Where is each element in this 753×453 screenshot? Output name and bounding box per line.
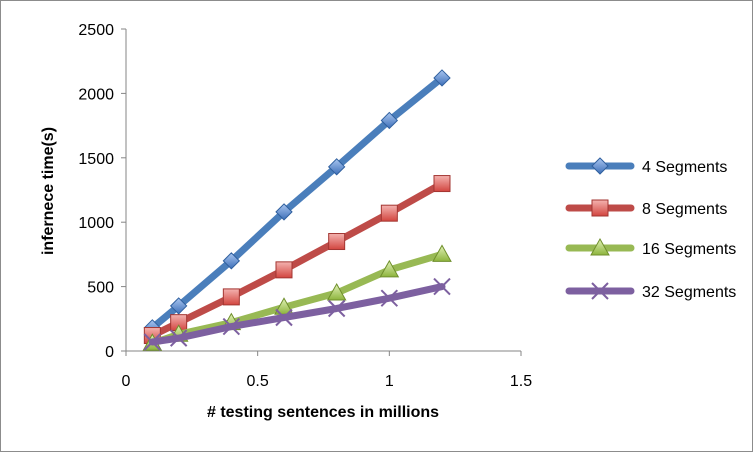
data-point [432,244,452,262]
legend-item: 4 Segments [565,157,727,176]
series-4-segments [143,69,451,337]
legend: 4 Segments 8 Segments 16 Segments 32 Segmen… [565,157,736,301]
legend-label: 16 Segments [642,241,736,258]
data-point [143,333,162,351]
y-tick-label: 1500 [78,151,114,168]
data-point [169,329,188,347]
y-axis-title: infernece time(s) [40,127,57,255]
x-marker-stroke [169,329,188,347]
y-tick-label: 500 [87,280,114,297]
y-tick-label: 2500 [78,22,114,39]
data-point [326,283,347,301]
data-point [275,203,293,221]
x-marker-stroke [327,299,346,318]
series-line [148,74,446,332]
legend-marker [591,199,609,217]
x-marker-stroke [380,289,399,307]
legend-label: 4 Segments [642,159,727,176]
series-32-segments [143,277,451,351]
x-marker-stroke [591,282,609,300]
x-marker-stroke [275,308,293,327]
data-point [433,69,451,87]
legend-item: 16 Segments [565,237,736,258]
legend-label: 8 Segments [642,201,727,218]
x-marker-stroke [143,333,162,351]
x-tick-label: 0.5 [247,373,269,390]
y-tick-label: 0 [105,344,114,361]
data-point [222,252,241,270]
y-tick-label: 2000 [78,86,114,103]
data-point [380,289,399,307]
legend-label: 32 Segments [642,284,736,301]
axes: 0 500 1000 1500 2000 2500 0 0.5 1 1.5 [78,22,532,390]
data-point [433,277,451,296]
data-point [275,308,293,327]
data-point [222,317,241,336]
legend-item: 8 Segments [565,199,727,218]
series-layer [142,69,452,351]
data-point [327,299,346,318]
y-tick-label: 1000 [78,215,114,232]
data-point [327,158,346,176]
data-point [169,297,188,315]
data-point [380,204,398,222]
data-point [222,288,240,306]
x-axis-title: # testing sentences in millions [207,404,439,421]
x-tick-label: 1.5 [510,373,532,390]
legend-marker [591,282,609,300]
data-point [328,233,346,251]
legend-item: 32 Segments [565,282,736,301]
legend-marker [591,157,609,175]
data-point [379,259,400,278]
x-tick-label: 1 [385,373,394,390]
x-marker-stroke [433,277,451,296]
data-point [433,175,451,193]
data-point [275,261,293,279]
x-tick-label: 0 [122,373,131,390]
legend-marker [590,237,610,256]
data-point [380,111,399,130]
x-marker-stroke [222,317,241,336]
